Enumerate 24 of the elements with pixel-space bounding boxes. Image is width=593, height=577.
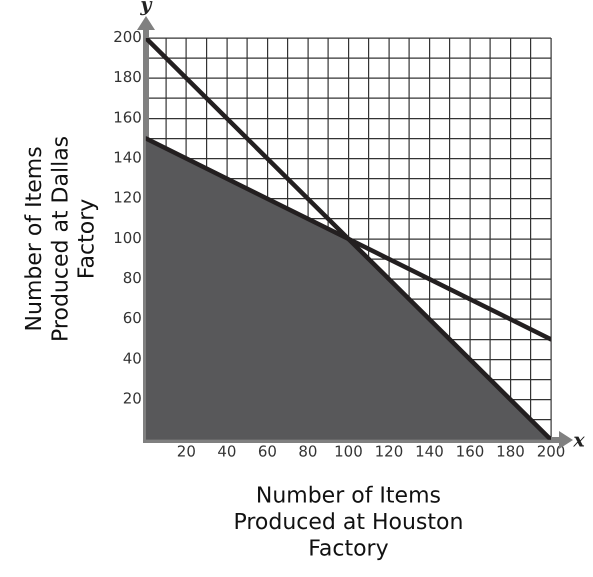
y-axis-title: Number of Items Produced at Dallas Factory	[22, 136, 100, 342]
y-tick-label: 120	[113, 188, 142, 207]
x-tick-label: 40	[217, 442, 236, 461]
y-tick-label: 160	[113, 108, 142, 126]
text: y	[139, 0, 154, 16]
x-tick-label: 80	[298, 442, 318, 461]
y-tick-label: 20	[122, 390, 142, 408]
y-tick-label: 180	[113, 68, 142, 86]
x-tick-label: 140	[415, 442, 444, 461]
y-tick-label: 200	[113, 28, 142, 46]
x-tick-label: 20	[176, 442, 196, 461]
x-tick-label: 120	[374, 442, 404, 461]
x-axis-title: Number of Items Produced at Houston Factory	[233, 484, 464, 562]
y-tick-label: 60	[122, 309, 142, 328]
x-tick-label: 60	[258, 442, 277, 461]
x-tick-label: 200	[536, 442, 566, 461]
y-tick-label: 80	[122, 268, 142, 287]
x-tick-label: 160	[456, 442, 484, 461]
text: x	[572, 430, 586, 452]
x-tick-label: 100	[334, 442, 363, 461]
y-tick-label: 40	[122, 349, 142, 368]
y-tick-label: 100	[113, 228, 142, 247]
x-tick-label: 180	[496, 442, 525, 461]
y-tick-label: 140	[113, 148, 142, 166]
